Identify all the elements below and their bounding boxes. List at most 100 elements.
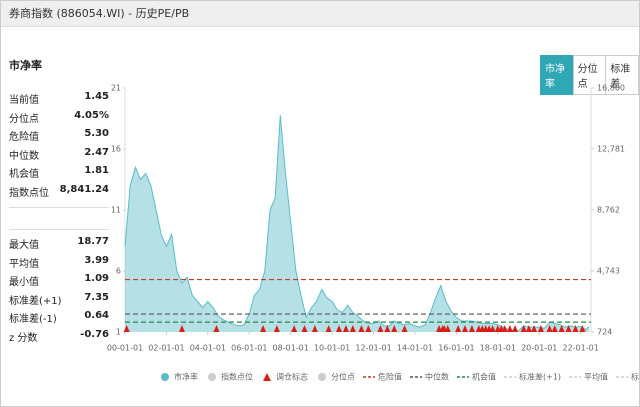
stats-row: 最大值 18.77 [9, 236, 109, 255]
rebalance-marker [291, 325, 298, 332]
line [124, 115, 590, 332]
header-title: 券商指数 (886054.WI) - 历史PE/PB [1, 1, 639, 27]
rebalance-marker [579, 325, 586, 332]
stats-row: 指数点位 8,841.24 [9, 184, 109, 203]
rebalance-marker [349, 325, 356, 332]
rebalance-marker [565, 325, 572, 332]
stats-label: 平均值 [9, 258, 39, 270]
rebalance-marker [301, 325, 308, 332]
stats-value: 5.30 [84, 128, 109, 139]
legend-symbol[interactable] [161, 373, 169, 381]
stats-row: 分位点 4.05% [9, 110, 109, 129]
legend-label[interactable]: 平均值 [584, 372, 608, 382]
y-tick-label: 1 [116, 328, 121, 337]
stats-row: 标准差(+1) 7.35 [9, 292, 109, 311]
stats-row: z 分数 -0.76 [9, 329, 109, 348]
x-tick-label: 14-01-01 [397, 344, 433, 353]
stats-value: 3.99 [84, 254, 109, 266]
stats-value: 1.45 [84, 91, 109, 102]
legend-symbol[interactable] [318, 373, 326, 381]
stats-row: 危险值 5.30 [9, 128, 109, 147]
stats-label: 指数点位 [9, 187, 49, 199]
stats-row: 平均值 3.99 [9, 255, 109, 274]
x-tick-label: 18-01-01 [480, 344, 516, 353]
stats-value: 8,841.24 [59, 183, 109, 195]
legend-label[interactable]: 调仓标志 [276, 372, 308, 382]
x-tick-label: 00-01-01 [107, 344, 143, 353]
x-tick-label: 10-01-01 [314, 344, 350, 353]
rebalance-marker [325, 325, 332, 332]
area [125, 115, 590, 332]
stats-value: 2.47 [84, 146, 109, 158]
stats-value: 7.35 [84, 291, 109, 303]
stats-label: 当前值 [9, 95, 39, 106]
stats-label: 中位数 [9, 150, 39, 162]
stats-value: 1.81 [84, 165, 109, 176]
rebalance-marker [342, 325, 349, 332]
rebalance-marker [123, 325, 130, 332]
rebalance-marker [336, 325, 343, 332]
y-tick-label: 6 [116, 267, 121, 276]
stats-group: 当前值 1.45 分位点 4.05% 危险值 5.30 中位数 2.47 机会值 1.81 指数点位… [9, 91, 109, 202]
stats-label: 危险值 [9, 132, 39, 143]
rebalance-marker [546, 325, 553, 332]
rebalance-marker [273, 325, 280, 332]
stats-label: 分位点 [9, 113, 39, 125]
stats-label: 标准差(-1) [9, 314, 57, 325]
stats-label: z 分数 [9, 332, 38, 344]
rebalance-marker [391, 325, 398, 332]
rebalance-marker [178, 325, 185, 332]
rebalance-marker [455, 325, 462, 332]
legend-symbol[interactable] [263, 373, 271, 381]
rebalance-marker [468, 325, 475, 332]
legend-label[interactable]: 标准差(-1) [631, 372, 639, 382]
stats-group: 最大值 18.77 平均值 3.99 最小值 1.09 标准差(+1) 7.35 标准差(-1)… [9, 236, 109, 347]
y-tick-label: 16 [111, 145, 121, 154]
legend-label[interactable]: 中位数 [425, 372, 449, 382]
tab[interactable]: 分位点 [572, 55, 607, 95]
stats-value: 18.77 [77, 236, 109, 247]
stats-row: 当前值 1.45 [9, 91, 109, 110]
stats-label: 机会值 [9, 169, 39, 180]
panel-title: 市净率 [9, 59, 42, 72]
rebalance-marker [444, 325, 451, 332]
rebalance-marker [462, 325, 469, 332]
legend-symbol[interactable] [208, 373, 216, 381]
legend-label[interactable]: 机会值 [472, 372, 496, 382]
x-tick-label: 16-01-01 [438, 344, 474, 353]
rebalance-marker [520, 325, 527, 332]
rebalance-marker [365, 325, 372, 332]
stats-value: -0.76 [80, 328, 109, 340]
tab[interactable]: 标准差 [605, 55, 639, 95]
y-tick-label: 11 [111, 206, 121, 215]
rebalance-marker [501, 325, 508, 332]
rebalance-marker [358, 325, 365, 332]
x-tick-label: 22-01-01 [562, 344, 598, 353]
rebalance-marker [512, 325, 519, 332]
stats-value: 4.05% [74, 109, 109, 121]
legend-label[interactable]: 标准差(+1) [519, 372, 561, 382]
stats-value: 0.64 [84, 310, 109, 321]
stats-row: 中位数 2.47 [9, 147, 109, 166]
rebalance-marker [489, 325, 496, 332]
legend-label[interactable]: 指数点位 [221, 372, 253, 382]
x-tick-label: 20-01-01 [521, 344, 557, 353]
rebalance-marker [377, 325, 384, 332]
x-tick-label: 02-01-01 [148, 344, 184, 353]
legend-label[interactable]: 分位点 [331, 372, 355, 382]
separator [9, 207, 109, 208]
legend-label[interactable]: 市净率 [174, 372, 198, 382]
y2-tick-label: 4,743 [597, 267, 620, 276]
rebalance-marker [558, 325, 565, 332]
rebalance-marker [260, 325, 267, 332]
rebalance-marker [213, 325, 220, 332]
y-tick-label: 21 [111, 84, 121, 93]
stats-value: 1.09 [84, 273, 109, 284]
stats-row: 最小值 1.09 [9, 273, 109, 292]
stats-label: 标准差(+1) [9, 295, 62, 307]
x-tick-label: 12-01-01 [355, 344, 391, 353]
tabs: 市净率 分位点 标准差 [540, 55, 639, 95]
legend-label[interactable]: 危险值 [378, 372, 402, 382]
